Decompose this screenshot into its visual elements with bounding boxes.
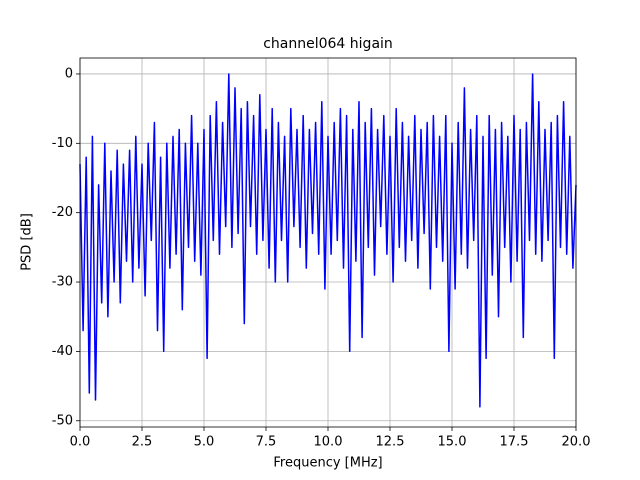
x-tick-label: 17.5 (500, 435, 529, 450)
y-tick-label: -30 (52, 275, 73, 290)
x-tick-label: 2.5 (132, 435, 153, 450)
x-tick-label: 15.0 (438, 435, 467, 450)
chart-title: channel064 higain (263, 36, 393, 52)
x-tick-label: 10.0 (314, 435, 343, 450)
x-tick-label: 7.5 (256, 435, 277, 450)
x-tick-label: 12.5 (376, 435, 405, 450)
y-axis-label: PSD [dB] (20, 213, 35, 271)
x-tick-label: 5.0 (194, 435, 215, 450)
plot-frame (79, 57, 577, 428)
x-tick-label: 0.0 (70, 435, 91, 450)
y-tick-label: -10 (52, 136, 73, 151)
y-tick-label: -50 (52, 413, 73, 428)
y-tick-label: 0 (65, 66, 73, 81)
psd-line (79, 73, 577, 408)
y-tick-label: -20 (52, 205, 73, 220)
x-tick-label: 20.0 (562, 435, 591, 450)
y-tick-label: -40 (52, 344, 73, 359)
x-axis-label: Frequency [MHz] (273, 456, 382, 471)
